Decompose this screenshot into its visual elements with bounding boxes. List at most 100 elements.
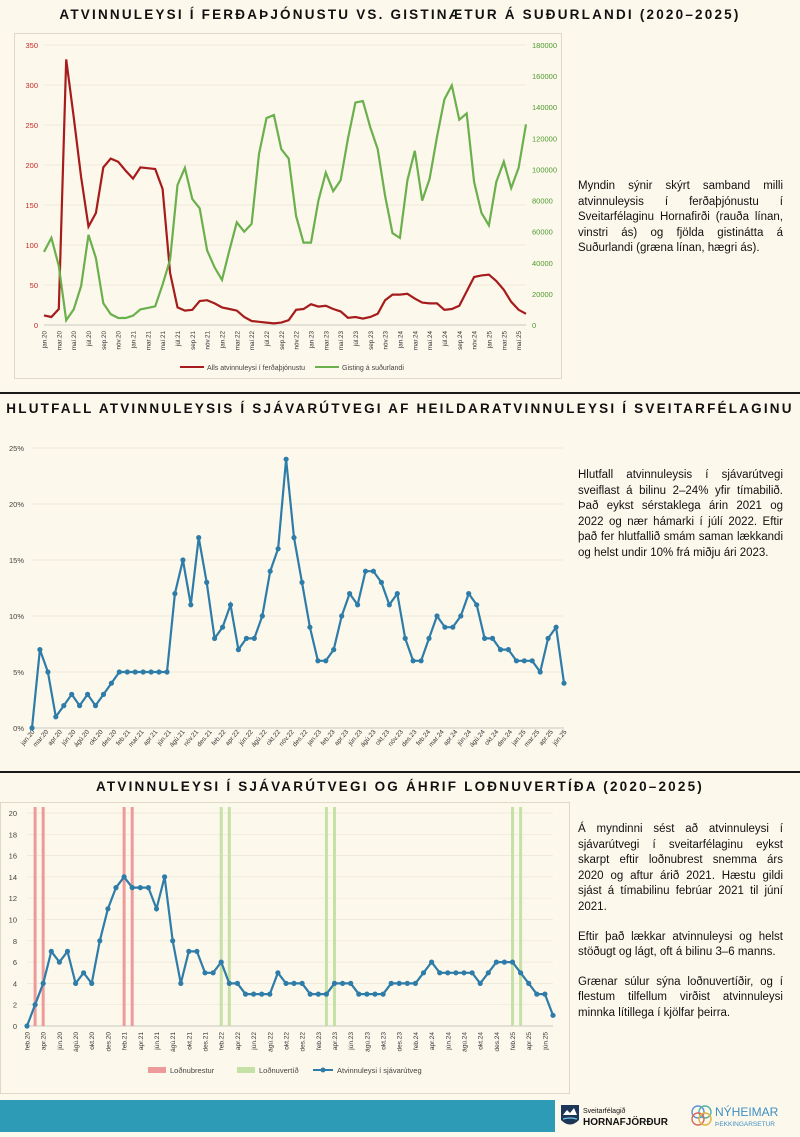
data-point: [227, 602, 234, 608]
data-point: [466, 591, 472, 597]
y-tick-label: 25%: [9, 444, 24, 453]
x-tick-label: des.22: [291, 729, 309, 749]
data-point: [521, 658, 527, 664]
x-tick-label: apr.21: [142, 728, 159, 747]
data-point: [121, 874, 127, 880]
y-right-tick-label: 40000: [532, 259, 553, 268]
data-point: [77, 703, 83, 709]
data-point: [156, 669, 162, 675]
data-point: [370, 568, 376, 574]
data-point: [323, 658, 329, 664]
y-tick-label: 0%: [13, 724, 24, 733]
y-tick-label: 8: [13, 937, 17, 946]
x-tick-label: júl.24: [442, 331, 449, 348]
series-share-line: [30, 459, 566, 729]
x-tick-label: mar.22: [234, 331, 241, 351]
y-left-tick-label: 150: [25, 201, 38, 210]
x-tick-label: ágú.23: [364, 1032, 371, 1052]
y-right-tick-label: 100000: [532, 165, 557, 174]
data-point: [418, 658, 424, 664]
data-point: [108, 680, 114, 686]
data-point: [226, 980, 232, 986]
x-tick-label: ágú.22: [267, 1032, 274, 1052]
x-tick-label: okt.23: [381, 1032, 388, 1050]
x-tick-label: jún.24: [445, 1032, 452, 1051]
x-tick-label: maí.20: [71, 331, 78, 351]
x-tick-label: apr.24: [429, 1032, 436, 1050]
x-tick-label: feb.22: [219, 1032, 226, 1050]
data-point: [550, 1012, 556, 1018]
x-tick-label: okt.24: [478, 1032, 485, 1050]
nyheimar-logo: NÝHEIMAR ÞEKKINGARSETUR: [687, 1100, 800, 1132]
data-point: [204, 579, 210, 585]
x-tick-label: jún.20: [57, 1032, 64, 1051]
data-point: [37, 647, 43, 653]
data-point: [29, 725, 35, 731]
y-right-tick-label: 140000: [532, 103, 557, 112]
x-tick-label: jan.22: [219, 331, 226, 350]
x-tick-label: apr.24: [442, 728, 459, 747]
data-point: [553, 624, 559, 630]
data-point: [196, 535, 202, 541]
data-point: [267, 991, 273, 997]
data-point: [220, 624, 226, 630]
data-point: [420, 970, 427, 976]
data-point: [234, 980, 240, 986]
logo1-big-text: HORNAFJÖRÐUR: [583, 1115, 669, 1128]
x-tick-label: maí.24: [427, 331, 434, 351]
x-tick-label: sep.24: [457, 331, 464, 350]
data-point: [283, 456, 289, 462]
data-point: [162, 874, 168, 880]
y-right-tick-label: 120000: [532, 134, 557, 143]
x-tick-label: feb.21: [122, 1032, 129, 1050]
legend-lodnuvertid: Loðnuvertíð: [259, 1066, 299, 1075]
data-point: [97, 938, 103, 944]
logo2-big-text: NÝHEIMAR: [715, 1104, 779, 1119]
data-point: [45, 669, 51, 675]
data-point: [92, 703, 99, 709]
data-point: [73, 980, 79, 986]
chart2-title: HLUTFALL ATVINNULEYSIS Í SJÁVARÚTVEGI AF…: [6, 401, 794, 416]
x-tick-label: mar.24: [428, 728, 446, 748]
data-point: [61, 703, 67, 709]
lodnuvertid-band: [519, 807, 523, 1026]
chart1-legend: Alls atvinnuleysi í ferðaþjónustu Gistin…: [180, 364, 404, 372]
x-tick-label: sep.20: [101, 331, 108, 350]
data-point: [275, 970, 281, 976]
data-point: [437, 970, 443, 976]
data-point: [372, 991, 378, 997]
data-point: [283, 980, 289, 986]
x-tick-label: jún.25: [542, 1032, 549, 1051]
data-point: [188, 602, 194, 608]
data-point: [129, 885, 135, 891]
x-tick-label: des.23: [397, 1032, 404, 1052]
x-tick-label: des.23: [401, 729, 419, 749]
x-tick-label: mar.20: [56, 331, 63, 351]
data-point: [132, 669, 138, 675]
data-point: [518, 970, 524, 976]
data-point: [186, 948, 192, 954]
data-point: [355, 602, 361, 608]
y-tick-label: 12: [9, 894, 17, 903]
x-tick-label: maí.25: [516, 331, 523, 351]
x-tick-label: apr.22: [224, 728, 241, 747]
data-point: [513, 658, 520, 664]
data-point: [537, 669, 543, 675]
data-point: [526, 980, 532, 986]
y-tick-label: 16: [9, 852, 17, 861]
chart1-title: ATVINNULEYSI Í FERÐAÞJÓNUSTU VS. GISTINÆ…: [59, 7, 741, 22]
data-point: [331, 647, 337, 653]
y-tick-label: 18: [9, 830, 17, 839]
x-tick-label: mar.25: [523, 728, 541, 748]
x-tick-label: jan.20: [42, 331, 49, 350]
data-point: [85, 691, 91, 697]
divider-2: [0, 771, 800, 773]
x-tick-label: apr.23: [332, 1032, 339, 1050]
data-point: [331, 980, 338, 986]
data-point: [56, 959, 63, 965]
x-tick-label: jan.25: [486, 331, 493, 350]
lodnuvertid-band: [511, 807, 515, 1026]
logo1-small-text: Sveitarfélagið: [583, 1107, 626, 1115]
y-tick-label: 20: [9, 809, 17, 818]
data-point: [378, 579, 384, 585]
